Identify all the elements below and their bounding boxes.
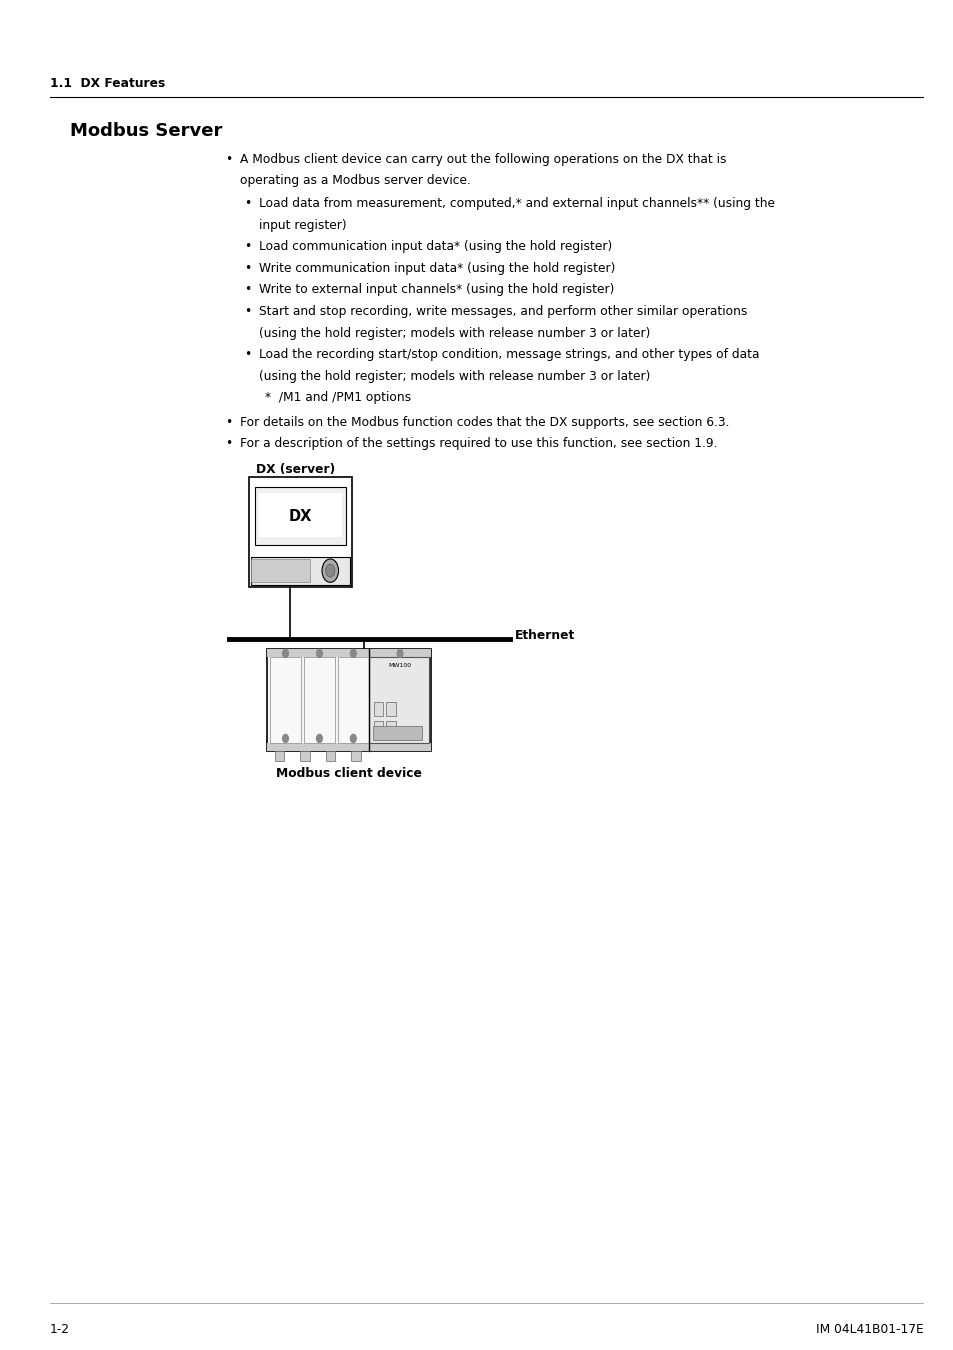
Text: (using the hold register; models with release number 3 or later): (using the hold register; models with re… xyxy=(259,370,650,383)
Text: Write communication input data* (using the hold register): Write communication input data* (using t… xyxy=(259,262,616,275)
Bar xyxy=(259,493,341,537)
Circle shape xyxy=(325,564,335,576)
Bar xyxy=(270,657,301,742)
Text: DX (server): DX (server) xyxy=(255,463,335,477)
Text: Load data from measurement, computed,* and external input channels** (using the: Load data from measurement, computed,* a… xyxy=(259,197,775,211)
Text: •: • xyxy=(244,240,252,254)
Bar xyxy=(374,702,383,716)
Bar xyxy=(351,751,360,761)
Text: Modbus client device: Modbus client device xyxy=(276,767,421,780)
Text: MW100: MW100 xyxy=(388,663,411,668)
Bar xyxy=(374,721,383,734)
Circle shape xyxy=(350,734,355,743)
Bar xyxy=(386,702,395,716)
Bar xyxy=(369,657,429,742)
Bar xyxy=(251,556,350,585)
Text: (using the hold register; models with release number 3 or later): (using the hold register; models with re… xyxy=(259,327,650,340)
Circle shape xyxy=(282,734,288,743)
Bar xyxy=(300,751,310,761)
Text: operating as a Modbus server device.: operating as a Modbus server device. xyxy=(240,174,471,188)
Bar xyxy=(254,487,346,545)
Text: Write to external input channels* (using the hold register): Write to external input channels* (using… xyxy=(259,284,615,297)
Bar xyxy=(249,477,352,587)
Bar xyxy=(304,657,335,742)
Text: •: • xyxy=(244,262,252,275)
Bar xyxy=(337,657,369,742)
Circle shape xyxy=(316,734,322,743)
Circle shape xyxy=(282,649,288,657)
Bar xyxy=(251,559,310,582)
Text: For a description of the settings required to use this function, see section 1.9: For a description of the settings requir… xyxy=(240,437,718,451)
Circle shape xyxy=(350,649,355,657)
Text: •: • xyxy=(244,348,252,362)
Text: input register): input register) xyxy=(259,219,347,232)
Circle shape xyxy=(322,559,338,582)
Text: For details on the Modbus function codes that the DX supports, see section 6.3.: For details on the Modbus function codes… xyxy=(240,416,729,429)
Text: 1-2: 1-2 xyxy=(50,1323,70,1336)
Circle shape xyxy=(396,649,402,657)
Text: A Modbus client device can carry out the following operations on the DX that is: A Modbus client device can carry out the… xyxy=(240,153,726,166)
Text: •: • xyxy=(244,305,252,319)
Circle shape xyxy=(316,649,322,657)
Bar xyxy=(325,751,335,761)
Text: •: • xyxy=(244,284,252,297)
Bar xyxy=(274,751,284,761)
Text: •: • xyxy=(225,437,233,451)
Text: 1.1  DX Features: 1.1 DX Features xyxy=(50,77,165,90)
Bar xyxy=(267,649,431,751)
Bar xyxy=(267,743,431,751)
Text: Load communication input data* (using the hold register): Load communication input data* (using th… xyxy=(259,240,612,254)
Text: •: • xyxy=(225,153,233,166)
Text: Ethernet: Ethernet xyxy=(515,629,575,643)
Bar xyxy=(373,726,421,740)
Text: Start and stop recording, write messages, and perform other similar operations: Start and stop recording, write messages… xyxy=(259,305,747,319)
Text: Modbus Server: Modbus Server xyxy=(70,122,222,139)
Text: •: • xyxy=(225,416,233,429)
Text: *  /M1 and /PM1 options: * /M1 and /PM1 options xyxy=(265,392,411,405)
Bar xyxy=(386,721,395,734)
Text: Load the recording start/stop condition, message strings, and other types of dat: Load the recording start/stop condition,… xyxy=(259,348,760,362)
Text: DX: DX xyxy=(289,509,312,524)
Text: IM 04L41B01-17E: IM 04L41B01-17E xyxy=(815,1323,923,1336)
Text: •: • xyxy=(244,197,252,211)
Bar xyxy=(267,649,431,657)
